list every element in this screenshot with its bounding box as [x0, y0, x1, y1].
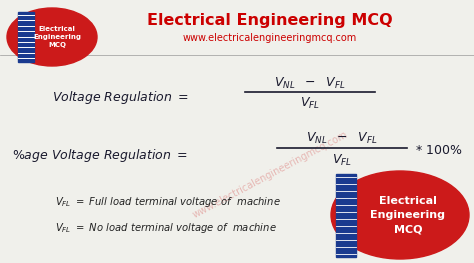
Text: Electrical Engineering MCQ: Electrical Engineering MCQ — [147, 13, 393, 28]
Text: $\mathit{V_{FL}}\ \mathit{=\ Full\ load\ terminal\ voltage\ of\ \ machine}$: $\mathit{V_{FL}}\ \mathit{=\ Full\ load\… — [55, 195, 281, 209]
Text: $\mathit{V_{FL}}$: $\mathit{V_{FL}}$ — [300, 95, 320, 110]
Text: Electrical
Engineering
MCQ: Electrical Engineering MCQ — [371, 196, 446, 234]
Text: $\mathit{V_{NL}\ \ -\ \ V_{FL}}$: $\mathit{V_{NL}\ \ -\ \ V_{FL}}$ — [306, 130, 378, 145]
Ellipse shape — [7, 8, 97, 66]
Text: $\mathit{\%age\ Voltage\ Regulation\ =}$: $\mathit{\%age\ Voltage\ Regulation\ =}$ — [12, 146, 188, 164]
Text: $\mathit{V_{NL}\ \ -\ \ V_{FL}}$: $\mathit{V_{NL}\ \ -\ \ V_{FL}}$ — [274, 75, 346, 90]
Text: $\mathit{*\ 100\%}$: $\mathit{*\ 100\%}$ — [415, 144, 463, 156]
Bar — [18, 12, 34, 62]
Text: $\mathit{V_{FL}}\ \mathit{=\ No\ load\ terminal\ voltage\ of\ \ machine}$: $\mathit{V_{FL}}\ \mathit{=\ No\ load\ t… — [55, 221, 277, 235]
Ellipse shape — [331, 171, 469, 259]
Text: Electrical
Engineering
MCQ: Electrical Engineering MCQ — [33, 26, 81, 48]
Text: $\mathit{Voltage\ Regulation\ =}$: $\mathit{Voltage\ Regulation\ =}$ — [52, 89, 189, 107]
Text: www.electricalengineeringmcq.com: www.electricalengineeringmcq.com — [191, 130, 349, 220]
Text: www.electricalengineeringmcq.com: www.electricalengineeringmcq.com — [183, 33, 357, 43]
Bar — [336, 174, 356, 257]
Text: $\mathit{V_{FL}}$: $\mathit{V_{FL}}$ — [332, 153, 352, 168]
